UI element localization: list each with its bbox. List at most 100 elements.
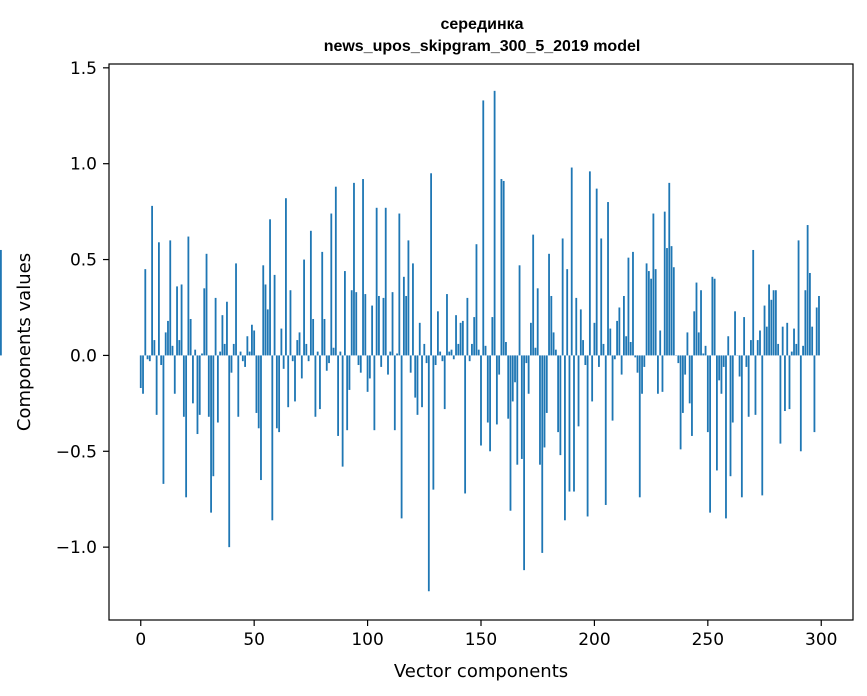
bar xyxy=(768,284,770,356)
bar xyxy=(740,355,743,498)
bar xyxy=(616,320,618,356)
bar xyxy=(554,349,557,356)
bar xyxy=(745,355,748,367)
bar xyxy=(516,355,519,465)
bar xyxy=(756,340,759,356)
bar xyxy=(207,355,210,417)
bar xyxy=(598,355,600,367)
bar xyxy=(480,355,482,446)
bar xyxy=(153,340,156,356)
bar xyxy=(575,297,578,356)
bar xyxy=(359,355,362,373)
bar xyxy=(198,355,201,415)
bar xyxy=(325,355,328,371)
y-tick-label: −0.5 xyxy=(56,442,97,462)
bar xyxy=(407,240,410,356)
bar xyxy=(752,249,755,356)
bar xyxy=(761,355,764,496)
bar xyxy=(743,317,746,356)
bar xyxy=(230,355,233,373)
bar xyxy=(666,248,668,356)
bar xyxy=(139,355,142,389)
bar xyxy=(432,355,435,490)
bar xyxy=(545,355,548,413)
bar xyxy=(493,90,496,356)
bar xyxy=(355,292,358,356)
bar xyxy=(303,259,305,356)
bar xyxy=(219,351,222,356)
bar xyxy=(505,342,507,356)
bar xyxy=(291,355,294,362)
bar xyxy=(738,355,741,377)
bar xyxy=(818,295,820,356)
bar xyxy=(559,355,562,456)
bar xyxy=(627,257,630,356)
bar xyxy=(772,290,775,356)
bar xyxy=(663,211,666,356)
bar xyxy=(398,213,401,356)
bar xyxy=(774,290,777,356)
bar xyxy=(366,355,369,392)
bar xyxy=(237,355,240,417)
bar xyxy=(253,330,256,356)
bar xyxy=(602,343,605,356)
x-tick-label: 100 xyxy=(351,630,383,650)
bar xyxy=(294,355,296,402)
bar xyxy=(713,278,716,356)
bar xyxy=(391,292,394,356)
bar xyxy=(686,332,689,356)
bar xyxy=(162,355,165,484)
bar xyxy=(586,355,589,517)
bar xyxy=(439,351,442,356)
bar xyxy=(795,343,798,356)
bar xyxy=(464,355,467,494)
bar xyxy=(548,253,550,356)
bar xyxy=(498,355,501,375)
bar xyxy=(319,355,321,410)
bar xyxy=(790,351,793,356)
bar xyxy=(566,269,569,356)
bar xyxy=(577,355,580,427)
bar xyxy=(402,276,405,356)
bar xyxy=(300,355,303,379)
y-axis-ticks: −1.0 −0.5 0.0 0.5 1.0 1.5 xyxy=(56,59,109,558)
bar xyxy=(734,311,736,356)
bar xyxy=(0,249,2,356)
bar xyxy=(341,355,344,467)
bar xyxy=(477,349,480,356)
bar xyxy=(482,100,485,356)
bar xyxy=(434,355,437,366)
bar xyxy=(455,315,457,356)
bar xyxy=(216,355,219,423)
bar xyxy=(423,343,426,356)
bar xyxy=(368,355,371,379)
bar xyxy=(364,294,367,356)
bar xyxy=(486,355,489,423)
bar xyxy=(321,251,324,356)
bar xyxy=(525,355,528,364)
bar xyxy=(552,332,555,356)
bar xyxy=(591,355,594,402)
x-tick-label: 50 xyxy=(243,630,265,650)
bar xyxy=(459,322,462,356)
bar xyxy=(169,240,172,356)
bar xyxy=(797,240,800,356)
bar xyxy=(536,288,539,356)
bar xyxy=(330,213,333,356)
bar xyxy=(393,355,396,431)
bar xyxy=(720,355,723,394)
bar xyxy=(400,355,403,519)
bar xyxy=(273,274,276,356)
bar xyxy=(668,182,671,356)
bar xyxy=(584,355,587,366)
bar xyxy=(702,353,705,356)
bar xyxy=(466,297,469,356)
bar xyxy=(579,309,582,356)
bar xyxy=(693,311,696,356)
bar xyxy=(380,355,383,367)
bar xyxy=(421,355,423,408)
bar xyxy=(514,355,516,383)
bar xyxy=(251,324,253,356)
bar xyxy=(634,355,637,358)
bar xyxy=(645,263,648,356)
